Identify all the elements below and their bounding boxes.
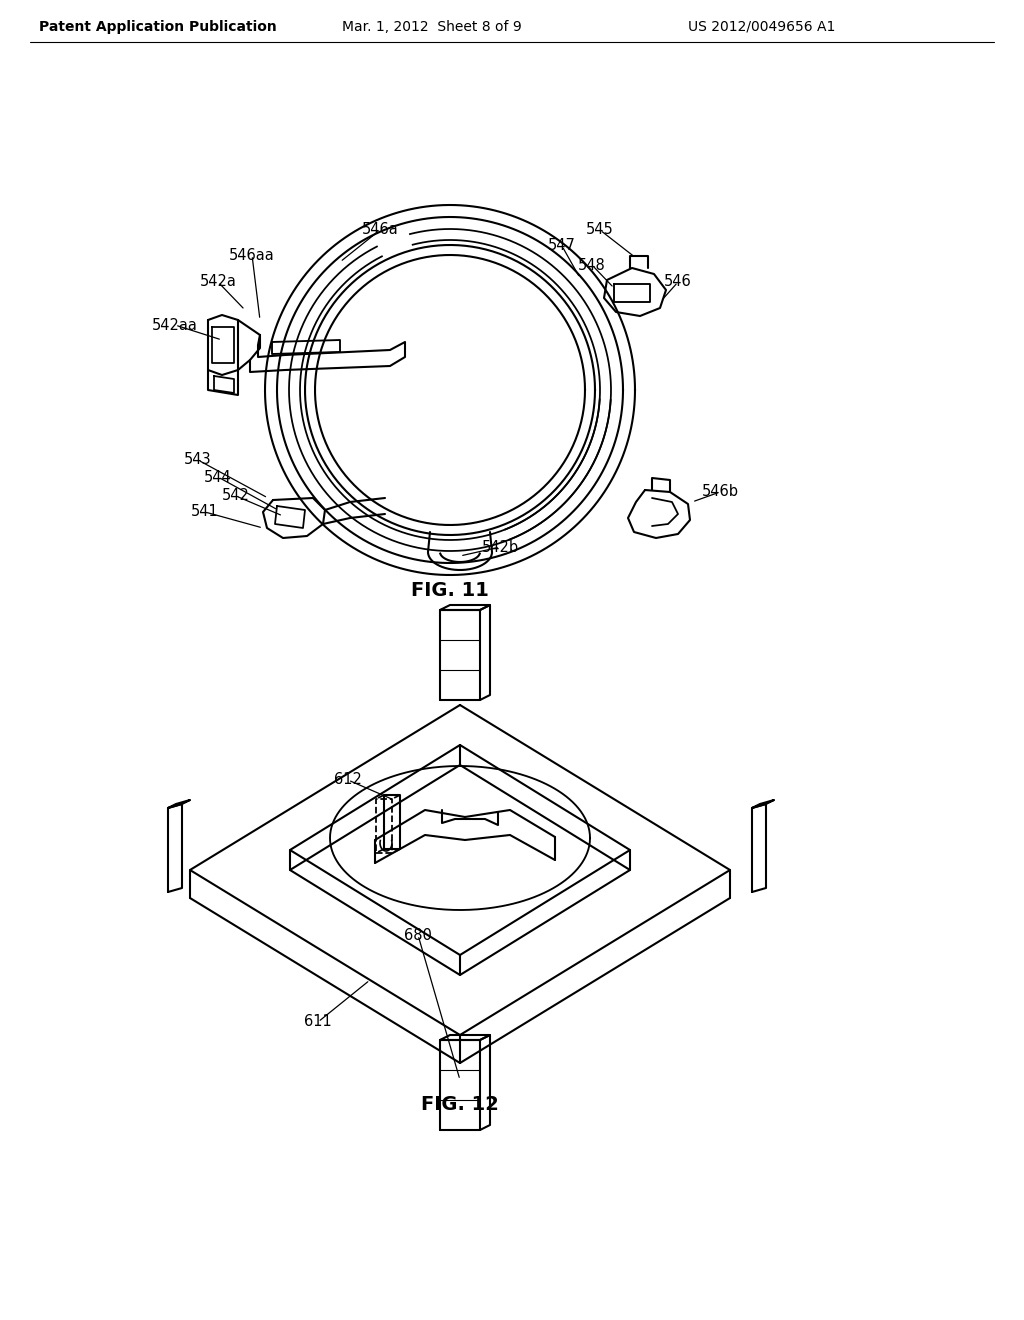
Text: 542: 542 <box>222 488 250 503</box>
Text: 543: 543 <box>184 453 212 467</box>
Text: FIG. 12: FIG. 12 <box>421 1096 499 1114</box>
Text: 611: 611 <box>304 1015 332 1030</box>
Text: 544: 544 <box>204 470 231 484</box>
Text: 542a: 542a <box>200 275 237 289</box>
Text: 548: 548 <box>579 257 606 272</box>
Text: Patent Application Publication: Patent Application Publication <box>39 20 276 34</box>
Text: 612: 612 <box>334 772 361 788</box>
Text: FIG. 11: FIG. 11 <box>411 581 488 599</box>
Text: 547: 547 <box>548 239 575 253</box>
Text: US 2012/0049656 A1: US 2012/0049656 A1 <box>688 20 836 34</box>
Text: 545: 545 <box>586 223 613 238</box>
Text: 546b: 546b <box>701 484 738 499</box>
Text: 546aa: 546aa <box>229 248 274 263</box>
Text: Mar. 1, 2012  Sheet 8 of 9: Mar. 1, 2012 Sheet 8 of 9 <box>342 20 522 34</box>
Text: 680: 680 <box>404 928 432 942</box>
Text: 546: 546 <box>665 275 692 289</box>
Text: 541: 541 <box>191 504 219 520</box>
Text: 542b: 542b <box>481 540 518 554</box>
Text: 542aa: 542aa <box>152 318 198 333</box>
Text: 546a: 546a <box>361 223 398 238</box>
